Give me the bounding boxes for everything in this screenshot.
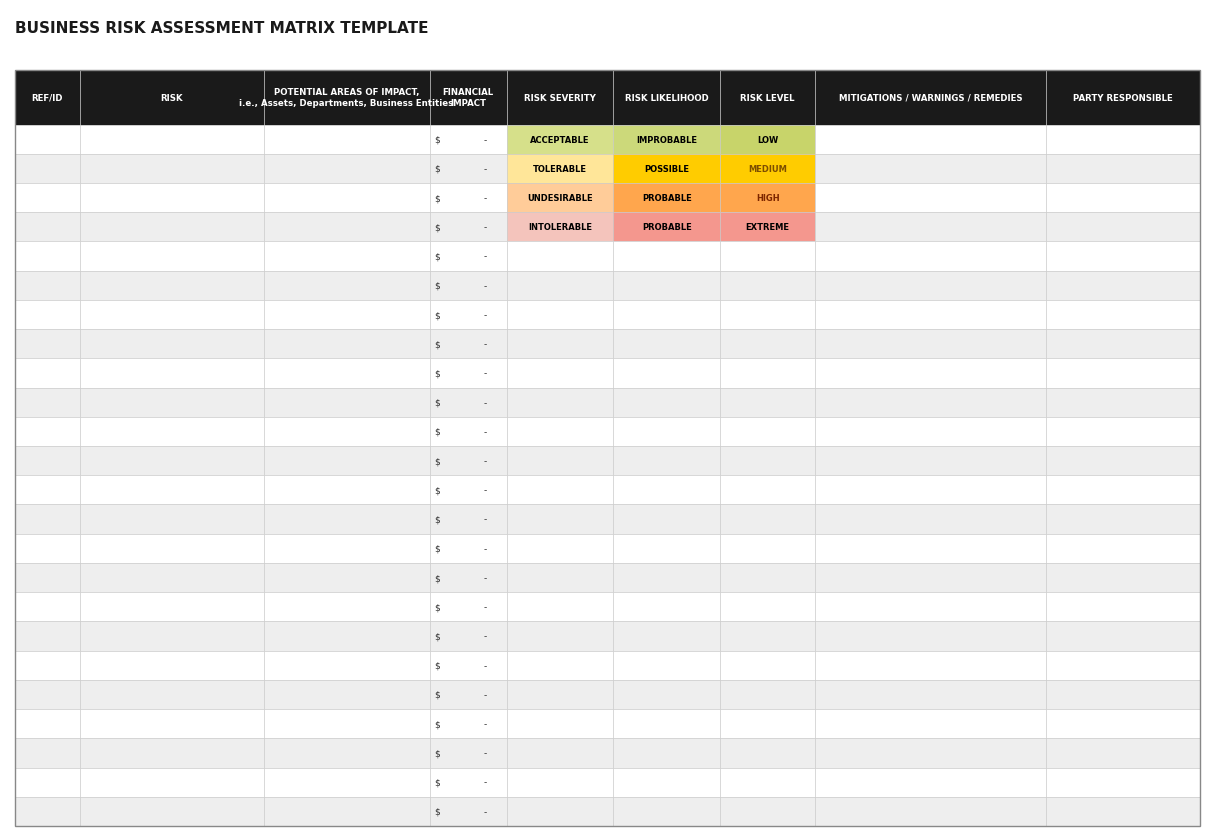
Text: $: $: [435, 135, 440, 145]
Text: POSSIBLE: POSSIBLE: [644, 165, 689, 174]
Text: $: $: [435, 340, 440, 349]
Text: -: -: [484, 340, 487, 349]
Text: -: -: [484, 427, 487, 436]
Text: LOW: LOW: [757, 135, 779, 145]
Text: RISK: RISK: [160, 94, 183, 103]
Text: -: -: [484, 807, 487, 816]
Text: $: $: [435, 661, 440, 670]
Text: TOLERABLE: TOLERABLE: [533, 165, 587, 174]
Text: -: -: [484, 486, 487, 495]
Text: $: $: [435, 632, 440, 640]
Text: -: -: [484, 777, 487, 787]
Text: PROBABLE: PROBABLE: [642, 194, 691, 203]
Text: -: -: [484, 632, 487, 640]
Text: $: $: [435, 398, 440, 407]
Text: $: $: [435, 515, 440, 524]
Text: $: $: [435, 691, 440, 699]
Text: -: -: [484, 691, 487, 699]
Text: UNDESIRABLE: UNDESIRABLE: [527, 194, 593, 203]
Text: $: $: [435, 252, 440, 262]
Text: $: $: [435, 311, 440, 319]
Text: -: -: [484, 252, 487, 262]
Text: $: $: [435, 807, 440, 816]
Text: POTENTIAL AREAS OF IMPACT,
i.e., Assets, Departments, Business Entities: POTENTIAL AREAS OF IMPACT, i.e., Assets,…: [239, 89, 453, 109]
Text: -: -: [484, 398, 487, 407]
Text: PROBABLE: PROBABLE: [642, 223, 691, 232]
Text: -: -: [484, 311, 487, 319]
Text: -: -: [484, 223, 487, 232]
Text: $: $: [435, 369, 440, 378]
Text: RISK LEVEL: RISK LEVEL: [740, 94, 795, 103]
Text: $: $: [435, 748, 440, 757]
Text: $: $: [435, 603, 440, 612]
Text: $: $: [435, 223, 440, 232]
Text: -: -: [484, 456, 487, 466]
Text: -: -: [484, 165, 487, 174]
Text: $: $: [435, 427, 440, 436]
Text: -: -: [484, 748, 487, 757]
Text: REF/ID: REF/ID: [32, 94, 63, 103]
Text: -: -: [484, 603, 487, 612]
Text: $: $: [435, 282, 440, 290]
Text: IMPROBABLE: IMPROBABLE: [637, 135, 697, 145]
Text: RISK LIKELIHOOD: RISK LIKELIHOOD: [625, 94, 708, 103]
Text: -: -: [484, 719, 487, 728]
Text: EXTREME: EXTREME: [746, 223, 790, 232]
Text: $: $: [435, 194, 440, 203]
Text: HIGH: HIGH: [756, 194, 779, 203]
Text: $: $: [435, 486, 440, 495]
Text: ACCEPTABLE: ACCEPTABLE: [530, 135, 589, 145]
Text: MITIGATIONS / WARNINGS / REMEDIES: MITIGATIONS / WARNINGS / REMEDIES: [838, 94, 1023, 103]
Text: -: -: [484, 661, 487, 670]
Text: -: -: [484, 573, 487, 583]
Text: MEDIUM: MEDIUM: [748, 165, 787, 174]
Text: PARTY RESPONSIBLE: PARTY RESPONSIBLE: [1074, 94, 1174, 103]
Text: -: -: [484, 135, 487, 145]
Text: -: -: [484, 544, 487, 553]
Text: -: -: [484, 194, 487, 203]
Text: $: $: [435, 573, 440, 583]
Text: $: $: [435, 719, 440, 728]
Text: $: $: [435, 456, 440, 466]
Text: $: $: [435, 544, 440, 553]
Text: $: $: [435, 165, 440, 174]
Text: INTOLERABLE: INTOLERABLE: [529, 223, 592, 232]
Text: $: $: [435, 777, 440, 787]
Text: BUSINESS RISK ASSESSMENT MATRIX TEMPLATE: BUSINESS RISK ASSESSMENT MATRIX TEMPLATE: [15, 21, 428, 36]
Text: -: -: [484, 282, 487, 290]
Text: FINANCIAL
IMPACT: FINANCIAL IMPACT: [442, 89, 493, 109]
Text: -: -: [484, 515, 487, 524]
Text: RISK SEVERITY: RISK SEVERITY: [524, 94, 597, 103]
Text: -: -: [484, 369, 487, 378]
